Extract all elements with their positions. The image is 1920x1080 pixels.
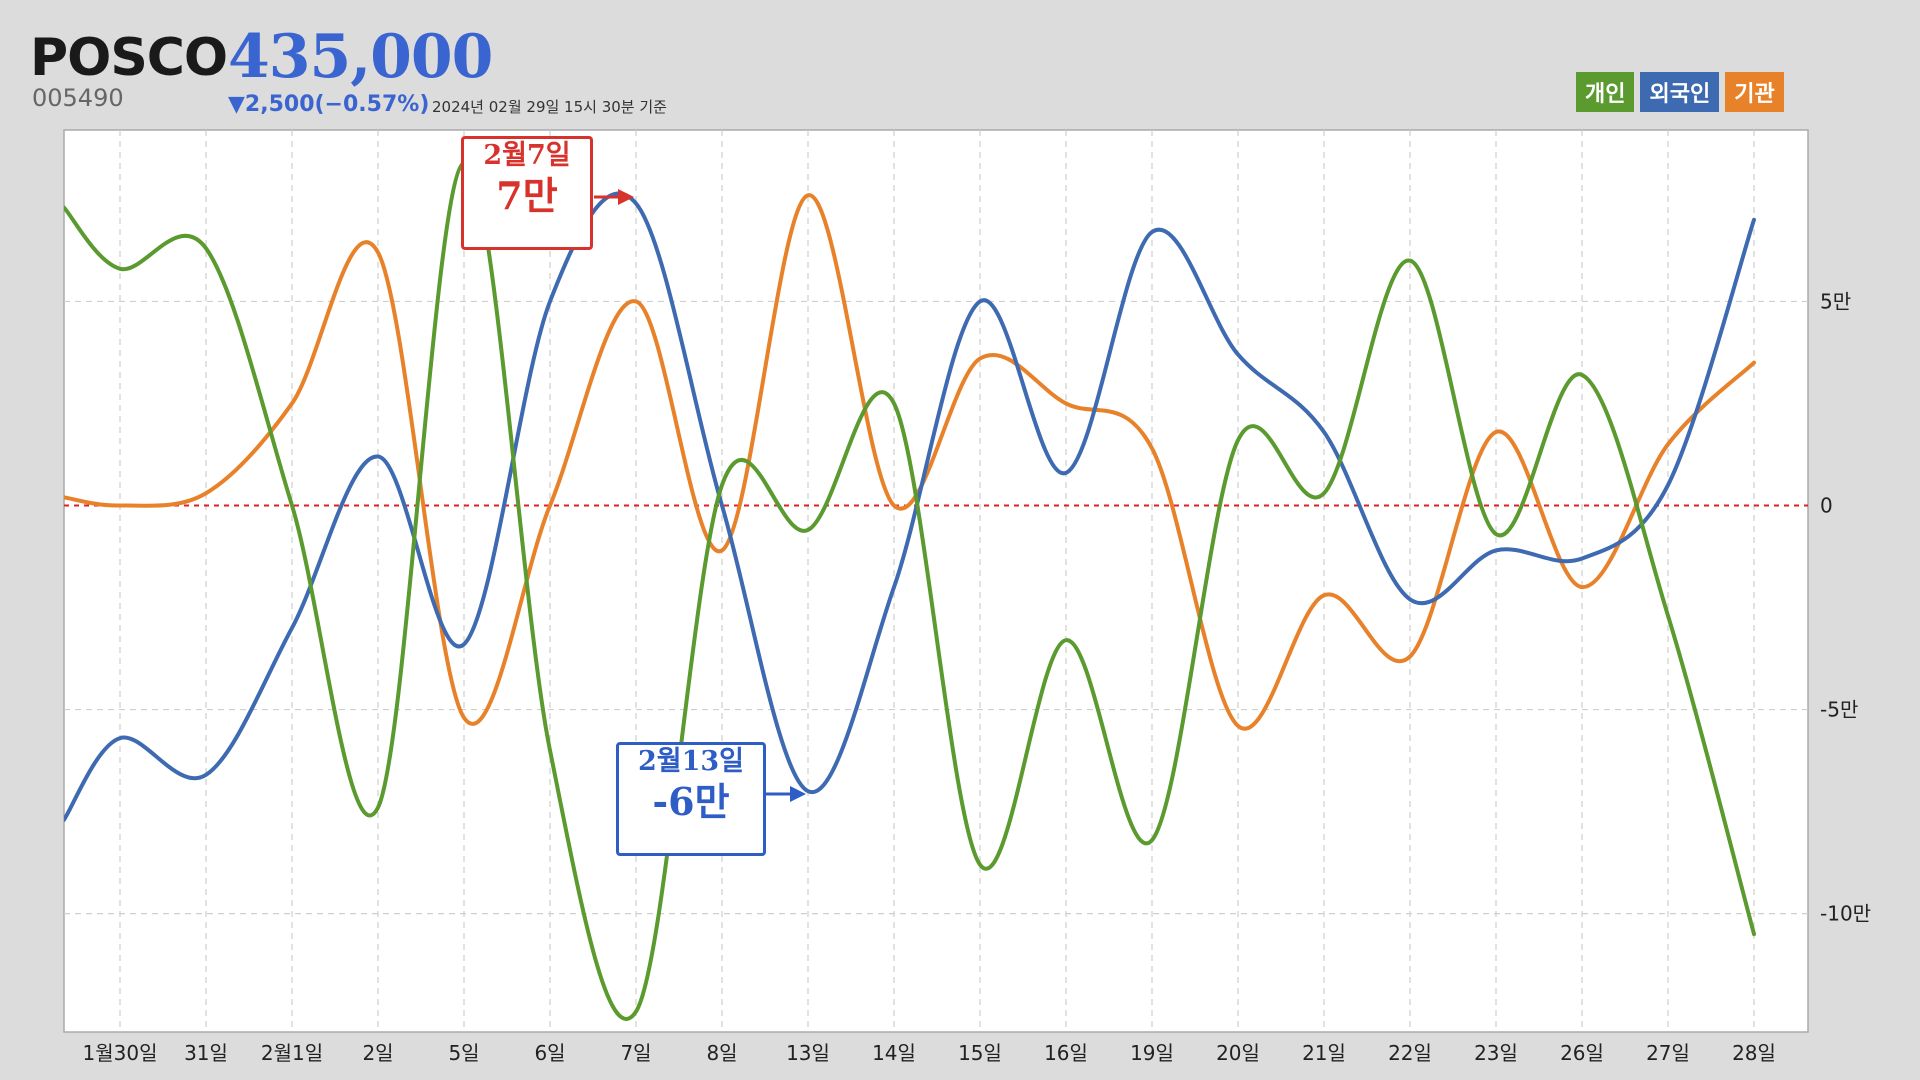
legend-individual: 개인 [1576, 72, 1635, 112]
x-tick-label: 16일 [1044, 1041, 1088, 1065]
stock-name: POSCO [30, 28, 228, 88]
x-tick-label: 31일 [184, 1041, 228, 1065]
annotation-min-value: -6만 [652, 779, 730, 824]
x-tick-label: 15일 [958, 1041, 1002, 1065]
x-tick-label: 5일 [448, 1041, 479, 1065]
x-tick-label: 7일 [620, 1041, 651, 1065]
annotation-min-arrow-head [790, 786, 806, 802]
price-change: ▼2,500(−0.57%) [228, 92, 430, 117]
x-tick-label: 23일 [1474, 1041, 1518, 1065]
y-tick-label: 0 [1820, 493, 1833, 517]
x-tick-label: 2일 [362, 1041, 393, 1065]
legend: 개인 외국인 기관 [1576, 72, 1784, 112]
y-tick-label: -10만 [1820, 902, 1871, 926]
price-date: 2024년 02월 29일 15시 30분 기준 [432, 98, 667, 116]
x-tick-label: 28일 [1732, 1041, 1776, 1065]
y-tick-label: 5만 [1820, 289, 1851, 313]
annotation-max-value: 7만 [496, 173, 558, 218]
annotation-max-date: 2월7일 [483, 140, 571, 171]
series-line-1 [64, 191, 1756, 822]
stock-code: 005490 [32, 84, 124, 112]
legend-foreign: 외국인 [1640, 72, 1720, 112]
x-tick-label: 8일 [706, 1041, 737, 1065]
annotation-min: 2월13일 -6만 [616, 742, 766, 856]
series-line-2 [64, 193, 1756, 731]
x-tick-label: 1월30일 [83, 1041, 158, 1065]
x-tick-label: 20일 [1216, 1041, 1260, 1065]
annotation-min-date: 2월13일 [637, 746, 745, 777]
x-tick-label: 26일 [1560, 1041, 1604, 1065]
x-tick-label: 6일 [534, 1041, 565, 1065]
x-tick-label: 14일 [872, 1041, 916, 1065]
legend-institution: 기관 [1725, 72, 1784, 112]
x-tick-label: 13일 [786, 1041, 830, 1065]
series-line-0 [64, 160, 1756, 1021]
annotation-max: 2월7일 7만 [461, 136, 593, 250]
x-tick-label: 27일 [1646, 1041, 1690, 1065]
stock-price: 435,000 [228, 22, 493, 92]
y-tick-label: -5만 [1820, 698, 1858, 722]
annotation-max-arrow-head [618, 189, 634, 205]
plot-area [63, 129, 1809, 1033]
x-tick-label: 21일 [1302, 1041, 1346, 1065]
x-tick-label: 2월1일 [261, 1041, 323, 1065]
x-tick-label: 19일 [1130, 1041, 1174, 1065]
x-tick-label: 22일 [1388, 1041, 1432, 1065]
